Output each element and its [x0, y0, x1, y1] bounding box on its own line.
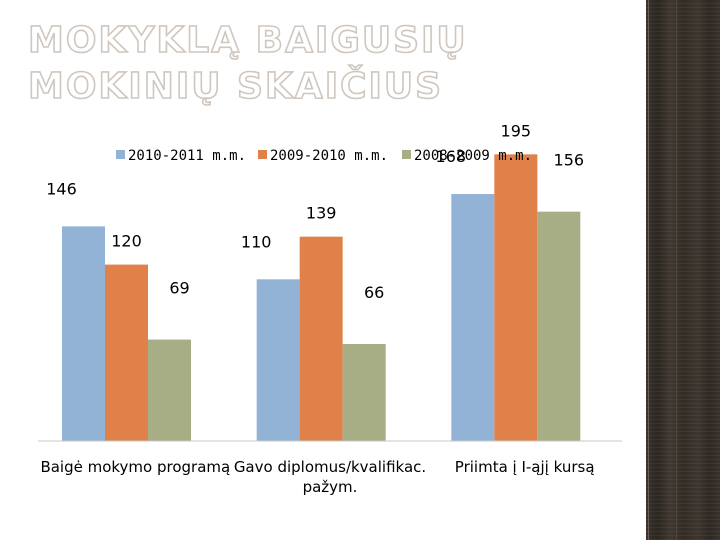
- category-label-1: Baigė mokymo programą: [40, 458, 230, 476]
- data-labels-layer: 146 120 69 110 139 66 168 195 156: [46, 121, 584, 302]
- data-label-3-1: 69: [169, 279, 189, 298]
- legend-entry-3: 2008-2009 m.m.: [402, 148, 532, 164]
- legend-entry-2: 2009-2010 m.m.: [258, 148, 388, 164]
- decorative-wood-strip: [646, 0, 720, 540]
- bar-3-1: [148, 339, 191, 441]
- data-label-3-2: 66: [364, 283, 384, 302]
- bar-3-3: [537, 211, 581, 441]
- data-label-2-1: 120: [111, 232, 142, 251]
- bar-2-1: [105, 264, 148, 441]
- bars-layer: [62, 154, 581, 441]
- category-label-3: Priimta į I-ąjį kursą: [455, 458, 595, 476]
- category-label-2: Gavo diplomus/kvalifikac. pažym.: [234, 458, 426, 496]
- legend-swatch-3: [402, 150, 411, 159]
- x-axis: Baigė mokymo programą Gavo diplomus/kvali…: [38, 440, 622, 496]
- data-label-1-2: 110: [241, 232, 272, 251]
- data-label-2-2: 139: [306, 204, 337, 223]
- legend-entry-1: 2010-2011 m.m.: [116, 148, 246, 164]
- bar-1-2: [256, 279, 300, 441]
- legend-label-2: 2009-2010 m.m.: [270, 148, 388, 164]
- bar-1-1: [62, 226, 105, 441]
- data-label-3-3: 156: [554, 151, 585, 170]
- slide-title: MOKYKLĄ BAIGUSIŲ MOKINIŲ SKAIČIUS: [27, 19, 468, 108]
- legend-label-3: 2008-2009 m.m.: [414, 148, 532, 164]
- bar-2-3: [494, 154, 538, 441]
- data-label-1-3: 168: [436, 147, 467, 166]
- legend: 2010-2011 m.m. 2009-2010 m.m. 2008-2009 m.…: [116, 148, 532, 164]
- legend-swatch-1: [116, 150, 125, 159]
- legend-label-1: 2010-2011 m.m.: [128, 148, 246, 164]
- legend-swatch-2: [258, 150, 267, 159]
- bar-1-3: [451, 194, 495, 441]
- bar-2-2: [299, 236, 343, 441]
- data-label-1-1: 146: [46, 179, 77, 198]
- data-label-2-3: 195: [501, 121, 532, 140]
- bar-3-2: [342, 343, 386, 441]
